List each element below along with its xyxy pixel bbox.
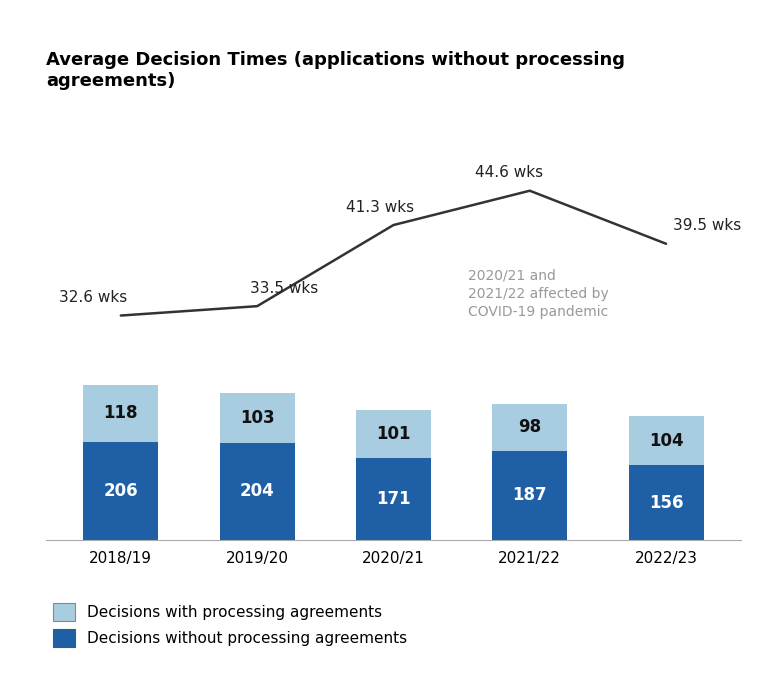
Text: 33.5 wks: 33.5 wks — [251, 281, 319, 295]
Text: 32.6 wks: 32.6 wks — [60, 290, 128, 305]
Bar — [629, 416, 704, 466]
Legend: Decisions with processing agreements, Decisions without processing agreements: Decisions with processing agreements, De… — [53, 603, 407, 647]
Bar — [220, 394, 295, 442]
Text: 171: 171 — [376, 490, 411, 508]
Text: 206: 206 — [103, 482, 138, 500]
Bar — [629, 466, 704, 540]
Bar — [83, 385, 158, 441]
Text: 103: 103 — [240, 409, 274, 427]
Text: 118: 118 — [104, 404, 138, 422]
Text: Average Decision Times (applications without processing
agreements): Average Decision Times (applications wit… — [46, 51, 625, 90]
Bar — [356, 410, 431, 458]
Text: 101: 101 — [376, 425, 411, 443]
Text: 39.5 wks: 39.5 wks — [673, 218, 741, 233]
Bar — [492, 404, 567, 450]
Text: 156: 156 — [649, 493, 683, 511]
Bar — [83, 441, 158, 540]
Text: 41.3 wks: 41.3 wks — [346, 199, 414, 215]
Text: 44.6 wks: 44.6 wks — [475, 165, 543, 180]
Text: 98: 98 — [518, 418, 542, 436]
Text: 104: 104 — [649, 432, 684, 450]
Bar — [220, 442, 295, 540]
Bar — [356, 458, 431, 540]
Bar — [492, 450, 567, 540]
Text: 2020/21 and
2021/22 affected by
COVID-19 pandemic: 2020/21 and 2021/22 affected by COVID-19… — [468, 268, 609, 319]
Text: 204: 204 — [240, 482, 274, 500]
Text: 187: 187 — [513, 486, 547, 504]
